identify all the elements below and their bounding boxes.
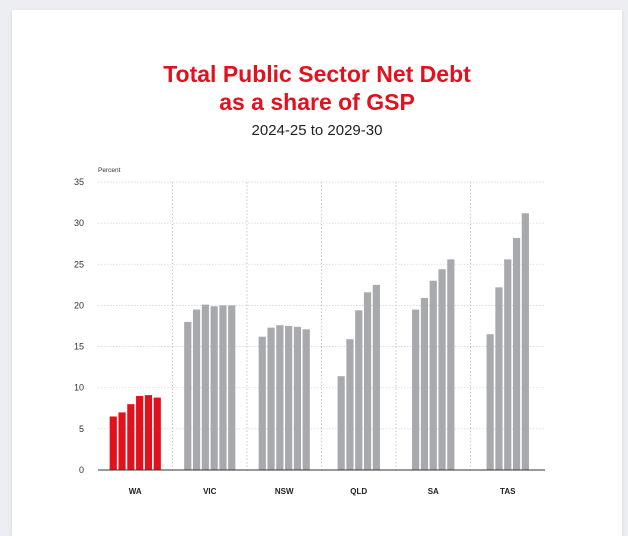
bar-qld-2 — [346, 339, 354, 470]
category-label-qld: QLD — [350, 487, 367, 496]
bar-nsw-1 — [258, 336, 266, 470]
bar-tas-3 — [504, 259, 512, 470]
category-label-wa: WA — [129, 487, 142, 496]
bar-sa-5 — [447, 259, 455, 470]
bar-wa-4 — [136, 395, 144, 470]
bar-vic-4 — [210, 306, 218, 470]
bar-vic-6 — [228, 305, 236, 470]
bar-sa-3 — [429, 280, 437, 470]
y-tick-label-30: 30 — [74, 218, 84, 228]
y-tick-label-35: 35 — [74, 177, 84, 187]
category-label-tas: TAS — [500, 487, 516, 496]
bar-qld-1 — [337, 376, 345, 470]
y-tick-label-5: 5 — [79, 424, 84, 434]
y-tick-label-20: 20 — [74, 300, 84, 310]
bar-sa-2 — [420, 298, 429, 470]
bar-wa-3 — [127, 404, 135, 470]
bar-tas-4 — [512, 237, 521, 470]
bar-nsw-6 — [302, 329, 310, 470]
y-tick-label-0: 0 — [79, 465, 84, 475]
bar-wa-2 — [118, 412, 126, 470]
bar-nsw-3 — [276, 325, 284, 470]
y-axis-unit-label: Percent — [98, 167, 121, 174]
bar-vic-3 — [201, 304, 209, 470]
bar-nsw-4 — [285, 326, 293, 470]
category-label-nsw: NSW — [275, 487, 294, 496]
bar-sa-1 — [412, 309, 420, 470]
y-tick-label-25: 25 — [74, 259, 84, 269]
bar-qld-5 — [372, 284, 380, 470]
bar-tas-1 — [486, 334, 494, 470]
bar-wa-5 — [144, 395, 153, 470]
y-tick-label-15: 15 — [74, 342, 84, 352]
bar-nsw-5 — [293, 326, 302, 470]
bar-vic-5 — [219, 305, 227, 470]
chart-subtitle: 2024-25 to 2029-30 — [251, 122, 383, 139]
bar-nsw-2 — [267, 327, 275, 470]
category-label-sa: SA — [428, 487, 439, 496]
bar-vic-1 — [184, 321, 192, 470]
chart-card: Total Public Sector Net Debt as a share … — [12, 10, 622, 536]
bar-tas-5 — [521, 213, 529, 471]
bar-wa-1 — [109, 416, 117, 470]
chart-title-line-1: Total Public Sector Net Debt — [163, 61, 471, 87]
bar-qld-4 — [363, 292, 372, 470]
bar-wa-6 — [153, 397, 161, 470]
y-tick-label-10: 10 — [74, 383, 84, 393]
bar-vic-2 — [192, 309, 201, 470]
chart-title-line-2: as a share of GSP — [219, 89, 415, 115]
bar-qld-3 — [355, 310, 363, 470]
bar-tas-2 — [495, 287, 503, 470]
chart-title: Total Public Sector Net Debt as a share … — [12, 60, 622, 116]
category-label-vic: VIC — [203, 487, 217, 496]
bar-chart: 0 5 10 15 20 25 30 35 Percent WA VIC NSW QLD SA TAS — [74, 167, 545, 496]
bar-sa-4 — [438, 269, 446, 470]
